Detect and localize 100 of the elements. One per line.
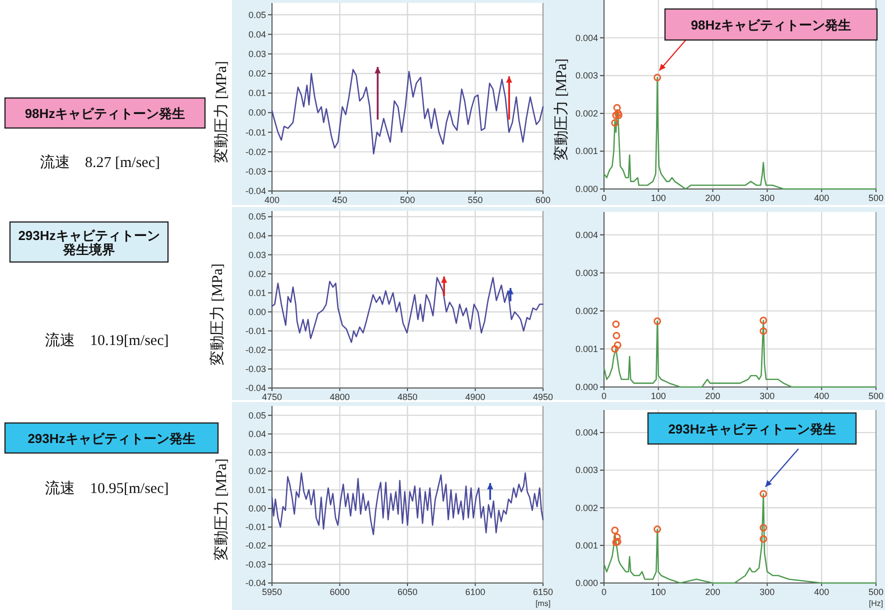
line-series [271,68,544,154]
y-tick-label: 0.001 [575,540,598,550]
y-tick-label: -0.02 [245,540,266,551]
y-tick-label: 0.04 [248,29,266,40]
line-series [271,472,544,536]
x-tick-label: 450 [332,195,348,205]
y-tick-label: -0.01 [245,522,266,532]
point [612,320,620,328]
x-tick-label: 100 [650,391,666,401]
point [611,526,619,534]
x-tick-label: 550 [468,195,483,205]
y-tick-label: 0.00 [248,108,266,118]
y-tick-label: 0.003 [575,70,598,81]
y-tick-label: -0.01 [245,326,266,336]
y-tick-label: 0.002 [575,306,598,316]
y-tick-label: 0.002 [575,108,598,118]
x-axis-title: [Hz] [868,599,884,608]
x-tick-label: 4750 [262,392,282,402]
y-tick-label: -0.02 [245,344,266,355]
x-tick-label: 500 [868,587,884,597]
point [654,525,662,533]
y-tick-label: 0.02 [248,68,266,78]
x-axis-title: [ms] [535,599,551,608]
point [760,535,768,543]
point [760,490,768,498]
y-tick-label: 0.001 [575,344,598,354]
point [611,345,619,353]
point [612,332,620,340]
y-tick-label: 0.03 [248,250,266,260]
x-tick-label: 300 [760,391,775,401]
y-tick-label: 0.002 [575,502,598,513]
y-tick-label: 0.03 [248,48,266,59]
point [760,316,768,324]
y-axis-title: 変動圧力 [MPa] [209,263,226,366]
x-tick-label: 300 [760,193,775,203]
x-tick-label: 500 [868,391,884,401]
point [614,112,622,120]
x-tick-label: 400 [814,587,830,597]
x-tick-label: 400 [814,391,830,401]
text: 流速 10.19[m/sec] [45,332,169,349]
y-axis-title: 変動圧力 [MPa] [213,60,230,164]
y-tick-label: 0.03 [248,448,266,458]
x-tick-label: 500 [400,195,416,205]
point [613,104,621,112]
x-tick-label: 400 [814,193,830,203]
x-tick-label: 6000 [330,587,350,597]
y-axis-title: 変動圧力 [MPa] [213,458,230,561]
y-tick-label: -0.03 [245,559,266,570]
x-tick-label: 0 [601,391,607,401]
text: 98Hzキャビティトーン発生 [24,106,186,121]
point [760,524,768,532]
x-tick-label: 200 [705,193,720,203]
point [614,341,622,349]
x-tick-label: 4800 [330,392,350,402]
y-tick-label: 0.01 [248,88,266,98]
y-tick-label: 0.05 [248,410,266,420]
x-tick-label: 4850 [397,392,418,402]
x-tick-label: 4900 [465,392,486,402]
x-tick-label: 300 [760,587,775,597]
y-tick-label: 0.000 [575,382,598,392]
line-series [271,276,544,343]
x-tick-label: 6150 [532,587,554,597]
x-tick-label: 6050 [397,587,418,597]
y-tick-label: -0.02 [245,146,266,157]
y-tick-label: 0.02 [248,268,266,279]
y-tick-label: -0.04 [245,186,266,196]
y-tick-label: 0.05 [248,10,266,20]
y-tick-label: 0.000 [575,184,598,194]
text: 流速 8.27 [m/sec] [40,154,160,171]
x-tick-label: 100 [650,587,666,597]
text: 293Hzキャビティトーン発生境界 [18,228,160,258]
point [760,327,768,335]
text: 293Hzキャビティトーン発生 [28,431,196,446]
y-tick-label: -0.01 [245,127,266,138]
x-tick-label: 400 [264,195,280,205]
y-tick-label: 0.01 [248,484,266,495]
y-tick-label: 0.004 [575,230,598,240]
point [654,317,662,325]
x-tick-label: 200 [705,587,720,597]
x-tick-label: 5950 [262,587,282,597]
y-tick-label: 0.01 [248,288,266,298]
y-tick-label: 0.00 [248,306,266,317]
annotation: 293Hzキャビティトーン発生 [668,422,836,436]
x-tick-label: 500 [868,193,884,203]
annotation: 98Hzキャビティトーン発生 [690,18,852,32]
point [654,74,662,82]
text: 流速 10.95[m/sec] [45,480,169,497]
y-tick-label: 0.000 [575,578,598,588]
x-tick-label: 0 [601,587,607,597]
y-tick-label: 0.04 [248,428,266,439]
y-tick-label: 0.001 [575,146,598,156]
point [613,533,621,541]
point [611,119,619,127]
y-tick-label: 0.00 [248,503,266,514]
y-tick-label: 0.003 [575,268,598,278]
x-tick-label: 100 [650,193,666,203]
y-tick-label: 0.004 [575,428,598,438]
y-tick-label: 0.02 [248,466,266,476]
y-tick-label: 0.05 [248,212,266,222]
y-tick-label: 0.04 [248,230,266,241]
